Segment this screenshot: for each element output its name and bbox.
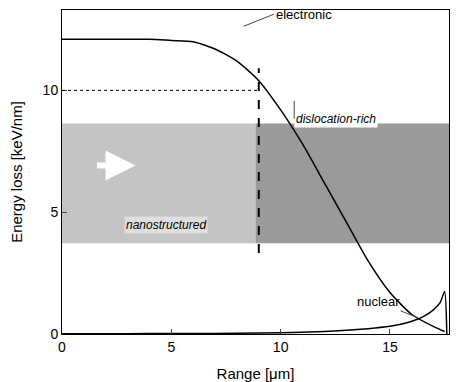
svg-text:dislocation-rich: dislocation-rich (296, 112, 376, 126)
svg-text:5: 5 (50, 204, 58, 220)
svg-text:5: 5 (167, 339, 175, 355)
svg-text:10: 10 (43, 82, 59, 98)
svg-text:Range [μm]: Range [μm] (217, 365, 295, 382)
svg-text:15: 15 (382, 339, 398, 355)
svg-text:10: 10 (273, 339, 289, 355)
svg-text:nuclear: nuclear (357, 294, 400, 309)
svg-text:electronic: electronic (276, 7, 332, 22)
svg-text:0: 0 (58, 339, 66, 355)
svg-text:Energy loss [keV/nm]: Energy loss [keV/nm] (8, 101, 25, 243)
svg-text:nanostructured: nanostructured (126, 218, 206, 232)
svg-text:0: 0 (50, 326, 58, 342)
